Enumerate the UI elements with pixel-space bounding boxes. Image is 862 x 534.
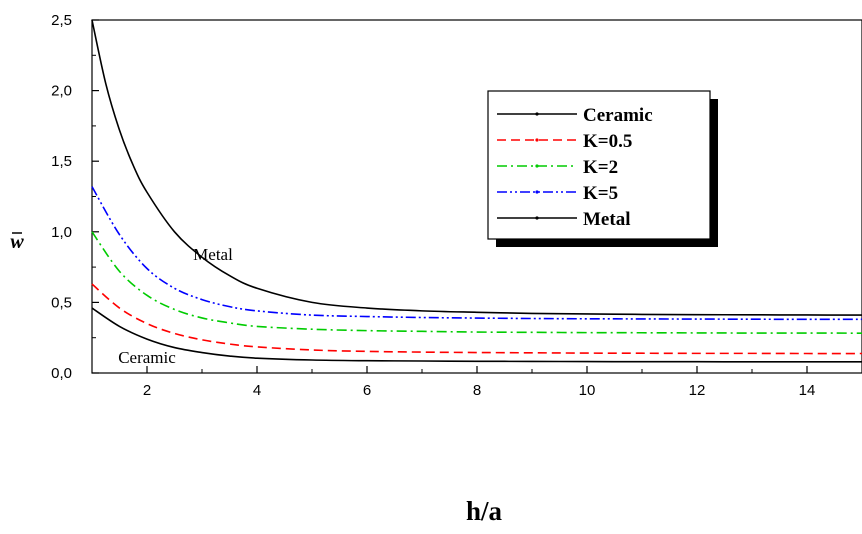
legend-marker bbox=[535, 138, 538, 141]
x-axis-ticks: 2 4 6 8 10 12 14 bbox=[92, 366, 862, 399]
y-axis-title: w bbox=[10, 231, 24, 253]
legend-label: Metal bbox=[583, 209, 630, 230]
y-axis-title-group: w bbox=[10, 231, 24, 253]
x-tick-label: 10 bbox=[579, 382, 596, 399]
plot-area bbox=[92, 20, 862, 373]
plot-frame bbox=[92, 20, 862, 373]
legend-label: K=2 bbox=[583, 157, 618, 178]
legend-marker bbox=[535, 216, 538, 219]
x-tick-label: 2 bbox=[143, 382, 151, 399]
x-tick-label: 6 bbox=[363, 382, 371, 399]
legend-marker bbox=[535, 112, 538, 115]
x-tick-label: 4 bbox=[253, 382, 261, 399]
annotation-label: Ceramic bbox=[118, 348, 176, 367]
legend-marker bbox=[535, 190, 538, 193]
x-tick-label: 12 bbox=[689, 382, 706, 399]
legend-marker bbox=[535, 164, 538, 167]
x-tick-label: 14 bbox=[799, 382, 816, 399]
legend-label: K=5 bbox=[583, 183, 618, 204]
annotation-label: Metal bbox=[193, 245, 233, 264]
y-tick-label: 2,5 bbox=[51, 12, 72, 29]
series-line-metal bbox=[92, 20, 862, 315]
y-tick-label: 1,0 bbox=[51, 224, 72, 241]
legend-label: K=0.5 bbox=[583, 131, 632, 152]
legend-label: Ceramic bbox=[583, 105, 653, 126]
series-lines bbox=[92, 20, 862, 362]
y-tick-label: 0,0 bbox=[51, 365, 72, 382]
annotations: Metal Ceramic bbox=[118, 245, 233, 367]
x-tick-label: 8 bbox=[473, 382, 481, 399]
y-tick-label: 0,5 bbox=[51, 294, 72, 311]
series-line-ceramic bbox=[92, 308, 862, 362]
y-tick-label: 2,0 bbox=[51, 83, 72, 100]
y-tick-label: 1,5 bbox=[51, 153, 72, 170]
x-axis-title: h/a bbox=[466, 496, 503, 526]
legend: Ceramic K=0.5 K=2 K=5 Metal bbox=[488, 91, 718, 247]
